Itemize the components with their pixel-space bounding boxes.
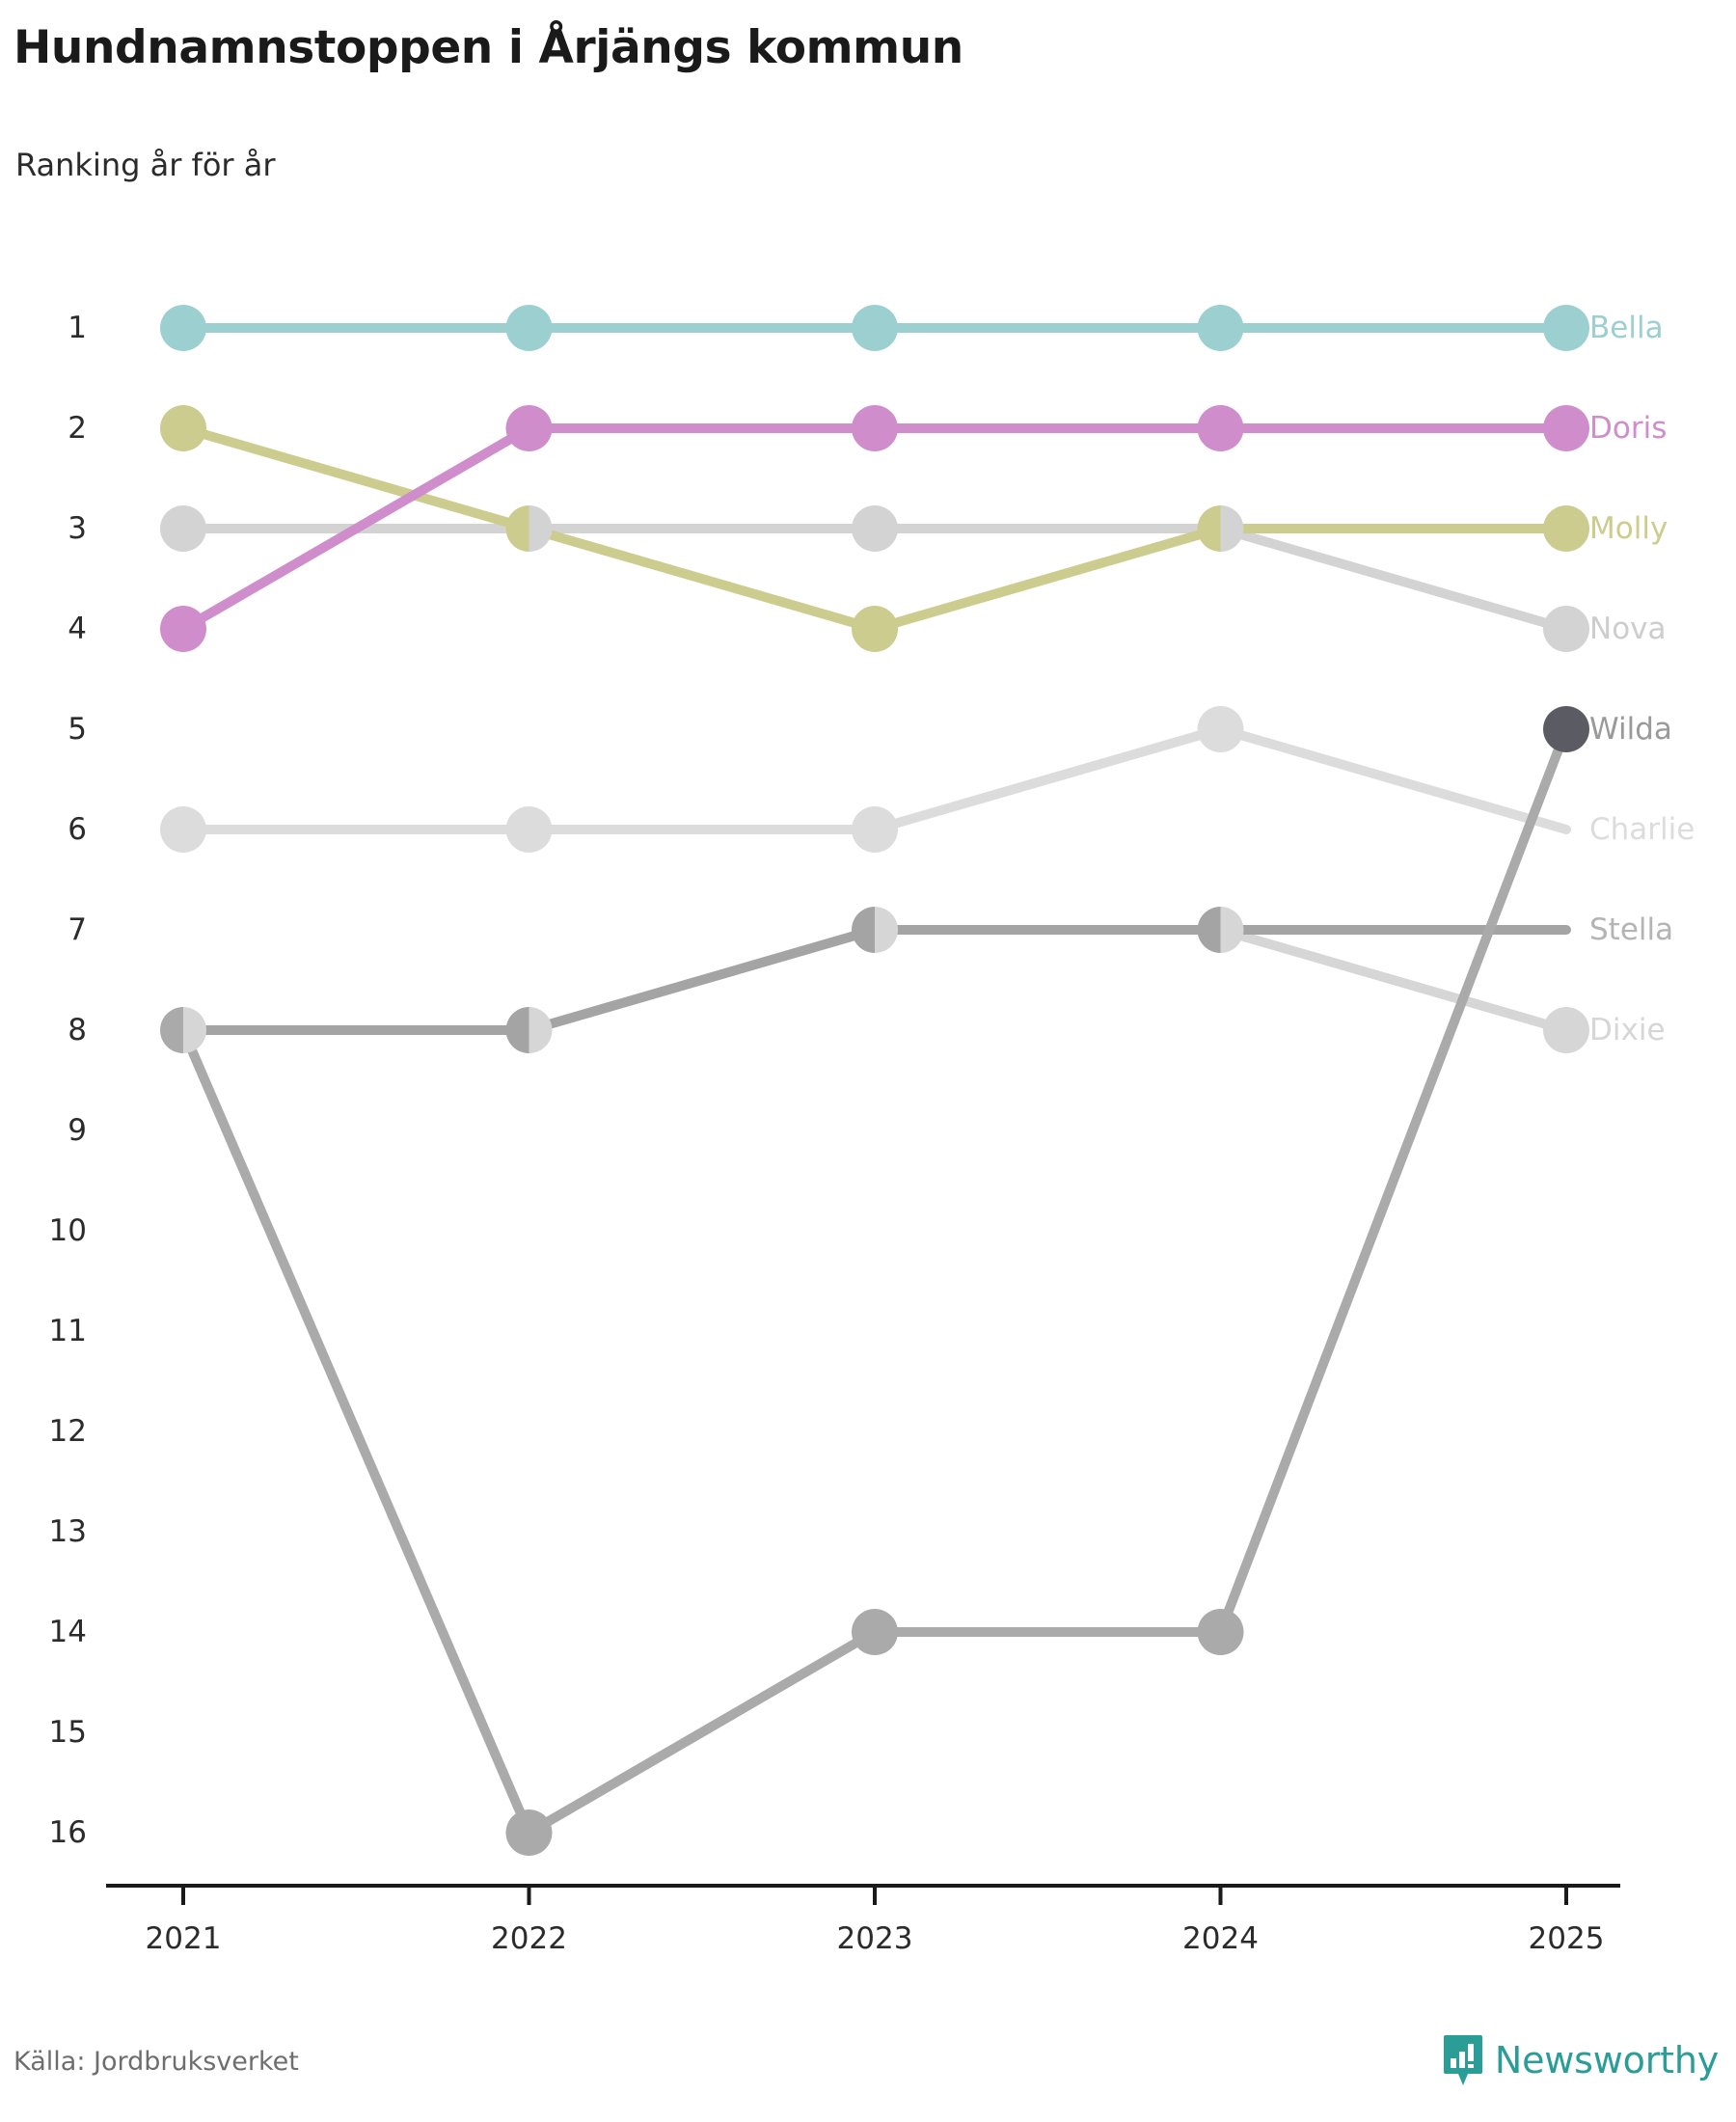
data-point-marker[interactable] (505, 505, 553, 552)
data-point-marker[interactable] (160, 305, 206, 351)
y-axis-tick-9: 9 (68, 1113, 87, 1148)
series-line-doris (178, 423, 534, 634)
data-point-marker[interactable] (852, 1609, 898, 1655)
series-label-dixie[interactable]: Dixie (1589, 1013, 1666, 1047)
data-point-marker[interactable] (505, 405, 553, 451)
data-point-marker[interactable] (1197, 706, 1244, 752)
y-axis-tick-8: 8 (68, 1013, 87, 1047)
y-axis-tick-1: 1 (68, 311, 87, 345)
y-axis-tick-11: 11 (48, 1314, 87, 1348)
data-point-marker[interactable] (1543, 706, 1589, 752)
x-axis-tick-2024: 2024 (1182, 1921, 1259, 1956)
data-point-marker[interactable] (1197, 1609, 1244, 1655)
y-axis-tick-15: 15 (48, 1715, 87, 1750)
y-axis-tick-14: 14 (48, 1615, 87, 1649)
y-axis-tick-5: 5 (68, 712, 87, 747)
data-point-marker[interactable] (505, 1809, 553, 1856)
data-point-marker[interactable] (852, 806, 898, 853)
data-point-marker[interactable] (160, 606, 206, 652)
source-note: Källa: Jordbruksverket (14, 2047, 299, 2077)
y-axis-tick-13: 13 (48, 1514, 87, 1549)
series-line-dixie (1215, 925, 1571, 1035)
data-point-marker[interactable] (852, 606, 898, 652)
series-label-bella[interactable]: Bella (1589, 311, 1664, 345)
page-subtitle: Ranking år för år (15, 147, 276, 183)
series-line-molly (178, 423, 534, 533)
series-label-nova[interactable]: Nova (1589, 612, 1667, 646)
data-point-marker[interactable] (505, 1007, 553, 1053)
x-axis-tick-2025: 2025 (1528, 1921, 1605, 1956)
data-point-marker[interactable] (1543, 505, 1589, 552)
y-axis-tick-6: 6 (68, 812, 87, 847)
data-point-marker[interactable] (1197, 907, 1244, 953)
series-label-molly[interactable]: Molly (1589, 511, 1668, 546)
series-line-charlie (1215, 724, 1571, 834)
y-axis-tick-2: 2 (68, 411, 87, 446)
y-axis-tick-16: 16 (48, 1815, 87, 1850)
brand-logo: Newsworthy (1442, 2033, 1719, 2087)
data-point-marker[interactable] (1543, 606, 1589, 652)
series-line-wilda (178, 1025, 534, 1837)
newsworthy-bar-chart-pin-icon (1442, 2033, 1484, 2087)
data-point-marker[interactable] (1197, 505, 1244, 552)
data-point-marker[interactable] (852, 305, 898, 351)
x-axis-tick-2021: 2021 (145, 1921, 222, 1956)
y-axis-tick-3: 3 (68, 511, 87, 546)
series-line-wilda (1215, 724, 1571, 1637)
series-line-molly (524, 524, 880, 634)
data-point-marker[interactable] (1543, 305, 1589, 351)
series-line-stella (524, 925, 880, 1035)
x-axis-tick-2023: 2023 (836, 1921, 913, 1956)
data-point-marker[interactable] (1197, 305, 1244, 351)
y-axis-tick-7: 7 (68, 912, 87, 947)
data-point-marker[interactable] (1543, 405, 1589, 451)
y-axis-tick-12: 12 (48, 1414, 87, 1449)
data-point-marker[interactable] (852, 907, 898, 953)
series-label-stella[interactable]: Stella (1589, 912, 1674, 947)
data-point-marker[interactable] (505, 305, 553, 351)
y-axis-tick-10: 10 (48, 1213, 87, 1248)
series-line-wilda (524, 1627, 880, 1837)
data-point-marker[interactable] (852, 505, 898, 552)
series-line-molly (870, 524, 1226, 634)
data-point-marker[interactable] (505, 806, 553, 853)
data-point-marker[interactable] (160, 1007, 206, 1053)
y-axis-tick-4: 4 (68, 612, 87, 646)
data-point-marker[interactable] (160, 405, 206, 451)
data-point-marker[interactable] (160, 806, 206, 853)
series-line-nova (1215, 524, 1571, 634)
page-title: Hundnamnstoppen i Årjängs kommun (14, 21, 963, 74)
data-point-marker[interactable] (1197, 405, 1244, 451)
series-label-charlie[interactable]: Charlie (1589, 812, 1695, 847)
series-label-wilda[interactable]: Wilda (1589, 712, 1672, 747)
data-point-marker[interactable] (852, 405, 898, 451)
data-point-marker[interactable] (160, 505, 206, 552)
series-line-charlie (870, 724, 1226, 834)
data-point-marker[interactable] (1543, 1007, 1589, 1053)
x-axis-tick-2022: 2022 (491, 1921, 567, 1956)
brand-name: Newsworthy (1494, 2039, 1719, 2081)
series-label-doris[interactable]: Doris (1589, 411, 1668, 446)
